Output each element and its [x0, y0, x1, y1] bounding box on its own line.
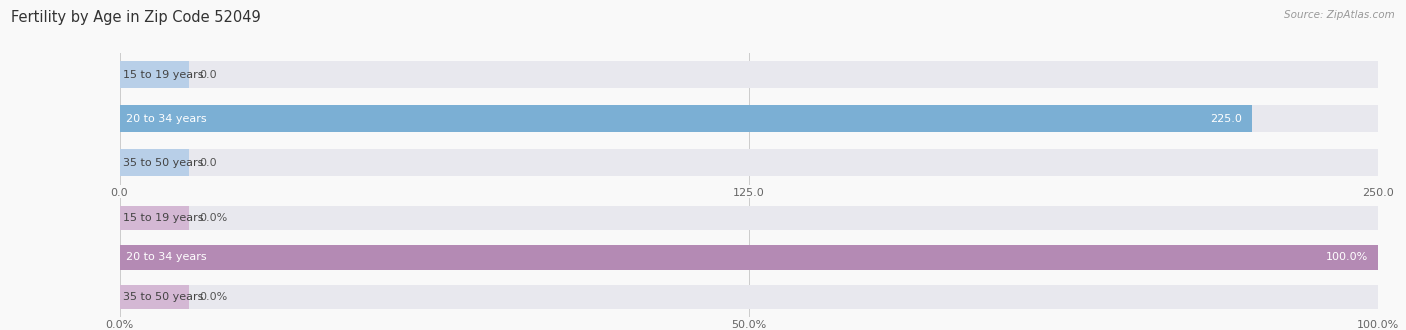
Bar: [120, 285, 188, 309]
Text: 100.0%: 100.0%: [1326, 252, 1368, 262]
Bar: [120, 285, 1378, 309]
Bar: [120, 61, 188, 88]
Bar: [120, 105, 1378, 132]
Text: Fertility by Age in Zip Code 52049: Fertility by Age in Zip Code 52049: [11, 10, 262, 25]
Text: 15 to 19 years: 15 to 19 years: [124, 213, 204, 223]
Bar: [120, 149, 1378, 177]
Text: 0.0: 0.0: [198, 70, 217, 80]
Text: 35 to 50 years: 35 to 50 years: [124, 292, 204, 302]
Bar: [120, 206, 188, 230]
Bar: [120, 105, 1251, 132]
Text: 0.0%: 0.0%: [198, 213, 226, 223]
Text: 225.0: 225.0: [1211, 114, 1241, 124]
Text: 0.0: 0.0: [198, 158, 217, 168]
Text: 15 to 19 years: 15 to 19 years: [124, 70, 204, 80]
Text: 0.0%: 0.0%: [198, 292, 226, 302]
Bar: [120, 245, 1378, 270]
Text: Source: ZipAtlas.com: Source: ZipAtlas.com: [1284, 10, 1395, 20]
Text: 35 to 50 years: 35 to 50 years: [124, 158, 204, 168]
Text: 20 to 34 years: 20 to 34 years: [125, 252, 207, 262]
Bar: [120, 245, 1378, 270]
Bar: [120, 206, 1378, 230]
Bar: [120, 61, 1378, 88]
Text: 20 to 34 years: 20 to 34 years: [125, 114, 207, 124]
Bar: [120, 149, 188, 177]
